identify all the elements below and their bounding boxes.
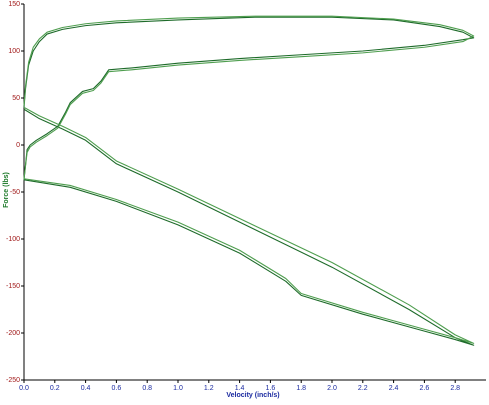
- x-tick-label: 2.0: [327, 385, 337, 392]
- y-tick-label: -150: [6, 283, 20, 290]
- y-tick-label: -100: [6, 236, 20, 243]
- x-axis-label: Velocity (inch/s): [226, 392, 279, 399]
- x-tick-label: 2.2: [358, 385, 368, 392]
- x-tick-label: 0.8: [142, 385, 152, 392]
- x-tick-label: 2.8: [450, 385, 460, 392]
- y-tick-label: 0: [16, 142, 20, 149]
- y-tick-label: 100: [8, 48, 20, 55]
- x-tick-label: 0.6: [112, 385, 122, 392]
- y-tick-label: -250: [6, 377, 20, 384]
- x-tick-label: 0.4: [81, 385, 91, 392]
- x-tick-label: 1.4: [235, 385, 245, 392]
- x-tick-label: 1.8: [296, 385, 306, 392]
- y-tick-label: 150: [8, 1, 20, 8]
- data-line: [23, 15, 475, 344]
- y-tick-label: -200: [6, 330, 20, 337]
- x-tick-label: 0.2: [50, 385, 60, 392]
- x-tick-label: 0.0: [19, 385, 29, 392]
- y-axis-label: Force (lbs): [3, 172, 10, 208]
- data-line: [23, 16, 475, 346]
- x-tick-label: 1.0: [173, 385, 183, 392]
- x-tick-label: 1.2: [204, 385, 214, 392]
- x-tick-label: 2.6: [420, 385, 430, 392]
- x-tick-label: 1.6: [266, 385, 276, 392]
- y-tick-label: -50: [10, 189, 20, 196]
- x-tick-label: 2.4: [389, 385, 399, 392]
- y-tick-label: 50: [12, 95, 20, 102]
